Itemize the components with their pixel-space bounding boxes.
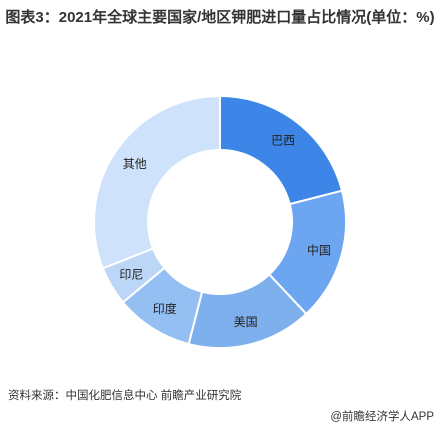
- slice-label-1: 中国: [307, 243, 331, 258]
- slice-label-2: 美国: [234, 315, 258, 329]
- slice-label-4: 印尼: [119, 267, 143, 281]
- slice-label-3: 印度: [153, 301, 177, 316]
- brand-watermark: @前瞻经济学人APP: [330, 411, 434, 423]
- slice-0: [219, 94, 344, 206]
- slice-5: [93, 94, 221, 270]
- slice-label-0: 巴西: [271, 134, 295, 148]
- chart-title: 图表3：2021年全球主要国家/地区钾肥进口量占比情况(单位：%): [5, 9, 435, 26]
- slice-label-5: 其他: [123, 157, 147, 171]
- source-note: 资料来源：中国化肥信息中心 前瞻产业研究院: [8, 390, 242, 402]
